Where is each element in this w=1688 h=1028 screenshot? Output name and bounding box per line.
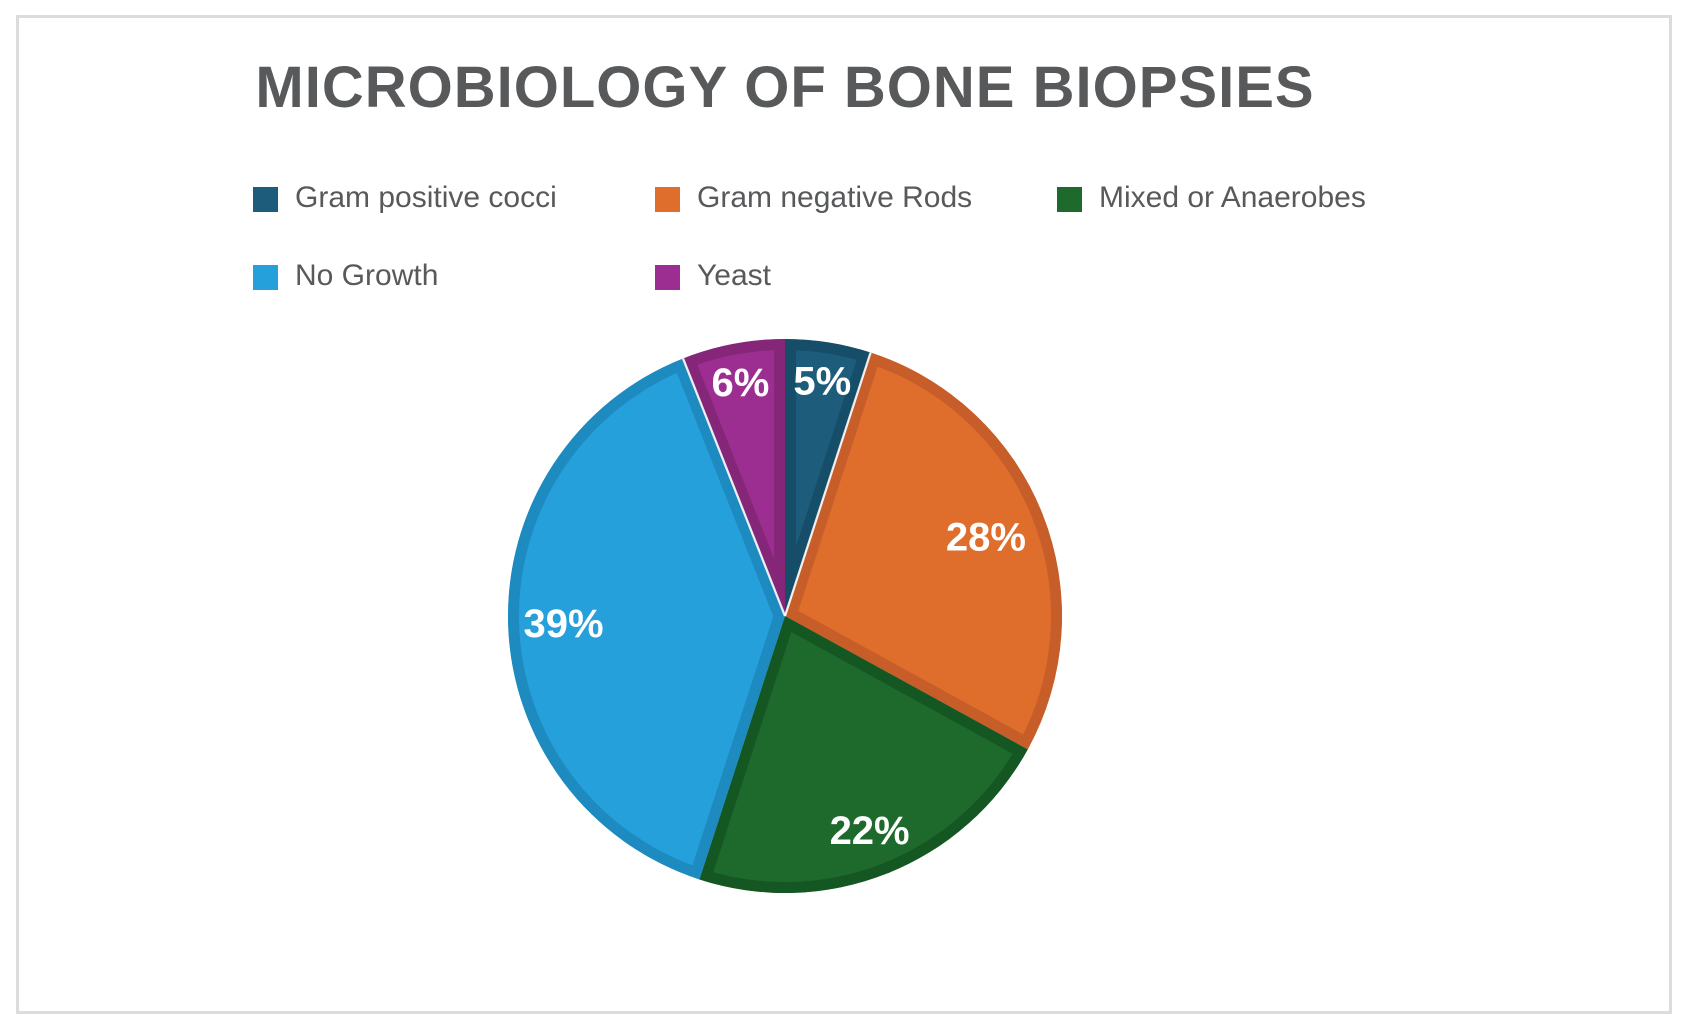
legend-item-no-growth: No Growth (253, 258, 655, 294)
legend-item-gram-negative-rods: Gram negative Rods (655, 180, 1057, 216)
legend-item-mixed-or-anaerobes: Mixed or Anaerobes (1057, 180, 1459, 216)
pie-chart: 5% 28% 22% 39% 6% (430, 261, 1140, 971)
legend-label: Gram negative Rods (697, 181, 973, 214)
legend-label: Mixed or Anaerobes (1099, 181, 1366, 214)
pie-slice-gram-negative-rods (785, 352, 1063, 750)
legend-label: Gram positive cocci (295, 181, 557, 214)
legend-item-gram-positive-cocci: Gram positive cocci (253, 180, 655, 216)
pie-slice-label-mixed-or-anaerobes: 22% (830, 809, 910, 853)
chart-title: MICROBIOLOGY OF BONE BIOPSIES (255, 55, 1315, 120)
pie-slice-label-gram-positive-cocci: 5% (793, 360, 851, 404)
pie-slice-no-growth (508, 358, 785, 880)
pie-slice-mixed-or-anaerobes (699, 616, 1028, 893)
slice-separator-line (783, 352, 872, 617)
legend-swatch-mixed-or-anaerobes (1057, 186, 1082, 212)
chart-border-frame (16, 15, 1672, 1014)
legend-swatch-yeast (655, 264, 680, 290)
legend-label: No Growth (295, 259, 439, 292)
chart-legend: Gram positive cocci Gram negative Rods Mix… (253, 180, 1459, 294)
legend-label: Yeast (697, 259, 771, 292)
pie-slice-label-gram-negative-rods: 28% (946, 516, 1026, 560)
legend-swatch-gram-negative-rods (655, 186, 680, 212)
legend-swatch-gram-positive-cocci (253, 186, 278, 212)
pie-slice-label-no-growth: 39% (523, 602, 603, 646)
slice-separator-line (681, 358, 787, 617)
legend-swatch-no-growth (253, 264, 278, 290)
pie-slice-label-yeast: 6% (711, 361, 769, 405)
legend-item-yeast: Yeast (655, 258, 1057, 294)
